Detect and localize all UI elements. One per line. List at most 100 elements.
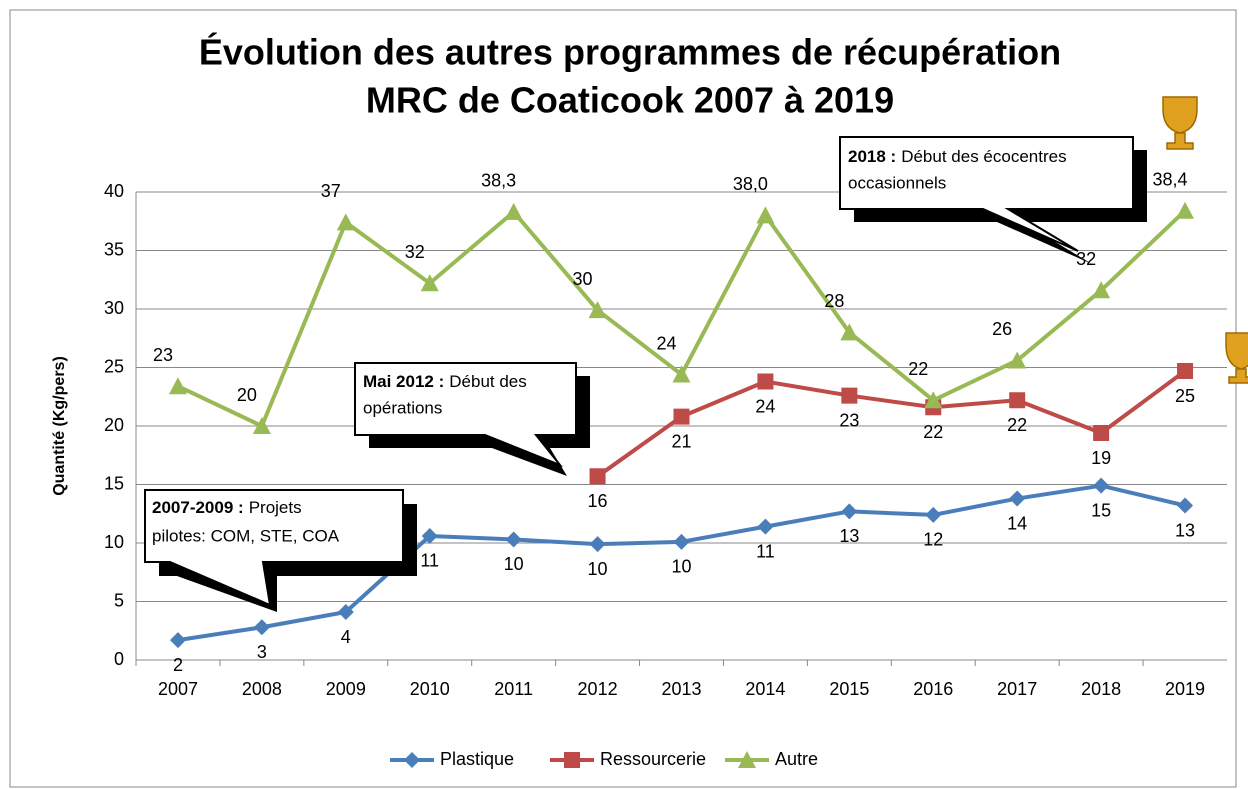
y-tick-label: 25: [104, 356, 124, 376]
annotation: Mai 2012 : Début des: [363, 372, 527, 391]
marker: [421, 527, 438, 544]
x-tick-label: 2008: [242, 679, 282, 699]
y-tick-label: 5: [114, 590, 124, 610]
x-tick-label: 2014: [745, 679, 785, 699]
x-tick-label: 2017: [997, 679, 1037, 699]
data-label: 24: [656, 333, 676, 353]
marker: [841, 503, 858, 520]
annotation: opérations: [363, 398, 442, 417]
marker: [924, 391, 943, 409]
data-label: 38,0: [733, 174, 768, 194]
data-label: 14: [1007, 513, 1027, 533]
annotation: 2018 : Début des écocentres: [848, 147, 1067, 166]
x-tick-label: 2009: [326, 679, 366, 699]
marker: [504, 202, 523, 220]
marker: [757, 518, 774, 535]
x-tick-label: 2012: [578, 679, 618, 699]
y-tick-label: 40: [104, 181, 124, 201]
data-label: 38,4: [1153, 169, 1188, 189]
data-label: 10: [671, 557, 691, 577]
marker: [1177, 363, 1194, 380]
marker: [589, 468, 606, 485]
legend-label: Autre: [775, 749, 818, 769]
marker: [252, 417, 271, 434]
data-label: 3: [257, 642, 267, 662]
marker: [738, 751, 756, 768]
data-label: 19: [1091, 448, 1111, 468]
x-tick-label: 2007: [158, 679, 198, 699]
marker: [253, 619, 270, 636]
data-label: 13: [839, 526, 859, 546]
y-tick-label: 10: [104, 532, 124, 552]
data-label: 32: [405, 242, 425, 262]
data-label: 11: [420, 551, 439, 571]
marker: [673, 533, 690, 550]
marker: [505, 531, 522, 548]
data-label: 16: [588, 491, 608, 511]
legend-label: Plastique: [440, 749, 514, 769]
marker: [840, 323, 859, 341]
marker: [589, 536, 606, 553]
series-line: [596, 369, 1187, 478]
marker: [1093, 425, 1110, 442]
marker: [756, 206, 775, 224]
data-label: 12: [923, 530, 943, 550]
data-label: 11: [756, 541, 775, 561]
data-label: 23: [153, 345, 173, 365]
y-tick-label: 30: [104, 298, 124, 318]
marker: [404, 752, 420, 768]
legend-label: Ressourcerie: [600, 749, 706, 769]
chart-title: Évolution des autres programmes de récup…: [199, 32, 1061, 73]
data-label: 37: [321, 181, 341, 201]
marker: [925, 506, 942, 523]
data-label: 38,3: [481, 171, 516, 191]
annotation: occasionnels: [848, 173, 946, 192]
x-tick-label: 2018: [1081, 679, 1121, 699]
marker: [1176, 201, 1195, 219]
marker: [757, 373, 774, 390]
marker: [169, 632, 186, 649]
x-tick-label: 2011: [494, 679, 533, 699]
data-label: 23: [839, 410, 859, 430]
y-tick-label: 20: [104, 415, 124, 435]
chart-title: MRC de Coaticook 2007 à 2019: [366, 80, 894, 121]
plot: 0 5 10 15 20 25 30 35 40 2007 2008 2009 2010 2011 2012…: [104, 169, 1227, 769]
marker: [672, 365, 691, 383]
callout: 2018 : Début des écocentres occasionnels: [839, 136, 1147, 264]
callout: 2007-2009 : Projets pilotes: COM, STE, CO…: [144, 489, 417, 612]
data-label: 32: [1076, 249, 1096, 269]
x-tick-label: 2019: [1165, 679, 1205, 699]
data-label: 22: [1007, 415, 1027, 435]
marker: [1008, 351, 1027, 369]
x-tick-label: 2015: [829, 679, 869, 699]
data-label: 15: [1091, 500, 1111, 520]
data-label: 21: [671, 431, 691, 451]
data-label: 25: [1175, 386, 1195, 406]
marker: [564, 752, 580, 768]
callout: Mai 2012 : Début des opérations: [354, 362, 590, 476]
marker: [1009, 392, 1026, 409]
x-tick-label: 2013: [661, 679, 701, 699]
x-tick-label: 2010: [410, 679, 450, 699]
marker: [420, 274, 439, 292]
annotation: pilotes: COM, STE, COA: [152, 526, 340, 545]
data-label: 10: [504, 554, 524, 574]
marker: [1093, 477, 1110, 494]
data-label: 30: [573, 269, 593, 289]
data-label: 28: [824, 291, 844, 311]
trophy: [1162, 96, 1248, 384]
data-label: 13: [1175, 520, 1195, 540]
chart-frame: [9, 9, 1237, 788]
marker: [588, 301, 607, 319]
marker: [168, 377, 187, 395]
data-label: 22: [923, 422, 943, 442]
y-tick-label: 35: [104, 239, 124, 259]
marker: [336, 213, 355, 231]
data-label: 22: [908, 359, 928, 379]
marker: [1177, 497, 1194, 514]
marker: [841, 387, 858, 404]
data-label: 24: [755, 396, 775, 416]
y-tick-label: 0: [114, 649, 124, 669]
x-tick-label: 2016: [913, 679, 953, 699]
